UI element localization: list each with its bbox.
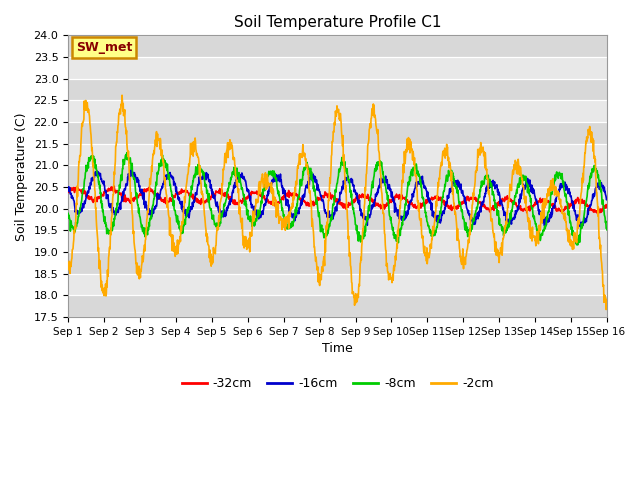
Bar <box>68 79 607 100</box>
Bar <box>68 122 607 144</box>
Legend: -32cm, -16cm, -8cm, -2cm: -32cm, -16cm, -8cm, -2cm <box>177 372 499 396</box>
Bar <box>68 252 607 274</box>
Bar <box>68 36 607 57</box>
Bar <box>68 209 607 230</box>
Y-axis label: Soil Temperature (C): Soil Temperature (C) <box>15 112 28 240</box>
Bar <box>68 166 607 187</box>
X-axis label: Time: Time <box>322 342 353 356</box>
Title: Soil Temperature Profile C1: Soil Temperature Profile C1 <box>234 15 442 30</box>
Bar <box>68 296 607 317</box>
Text: SW_met: SW_met <box>76 41 132 54</box>
